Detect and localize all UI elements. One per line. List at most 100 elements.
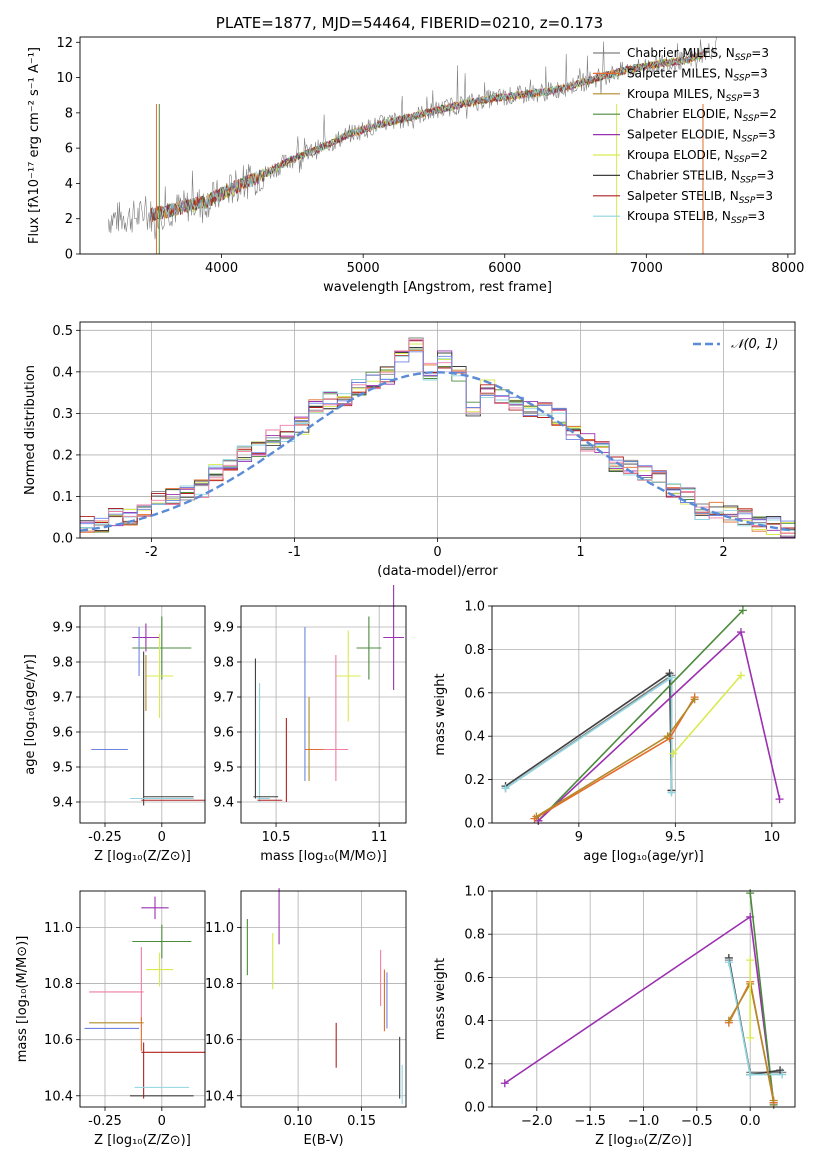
x-tick-label: 0 (158, 1114, 166, 1129)
series-marker (738, 606, 747, 615)
legend-name: Salpeter ELODIE, N (627, 128, 741, 142)
series-line (728, 962, 783, 1076)
series-marker (746, 956, 755, 965)
y-tick-label: 9.8 (213, 656, 234, 671)
y-tick-label: 0.0 (464, 817, 485, 832)
legend-sub: SSP (726, 94, 743, 104)
series-marker (663, 732, 672, 741)
x-tick-label: 10.5 (262, 830, 291, 845)
legend-eq: =3 (758, 128, 776, 142)
y-tick-label: 9.9 (52, 621, 73, 636)
legend-eq: =3 (755, 189, 773, 203)
axes-border (240, 890, 407, 1108)
y-axis-label: mass [log₁₀(M/M⊙)] (15, 936, 30, 1063)
legend-label: Salpeter ELODIE, NSSP=3 (627, 128, 776, 145)
y-tick-label: 1.0 (464, 885, 485, 900)
y-tick-label: 0.4 (464, 730, 485, 745)
legend-label: Salpeter STELIB, NSSP=3 (627, 189, 773, 206)
legend-label: Kroupa ELODIE, NSSP=2 (627, 148, 768, 165)
y-tick-label: 9.4 (52, 796, 73, 811)
legend-sub: SSP (734, 73, 751, 83)
x-tick-label: -0.25 (88, 830, 122, 845)
legend-name: Kroupa STELIB, N (627, 209, 731, 223)
y-tick-label: 2 (65, 212, 73, 227)
y-tick-label: 0.4 (52, 365, 73, 380)
x-tick-label: 1 (576, 545, 584, 560)
x-tick-label: 0 (433, 545, 441, 560)
legend-name: Kroupa MILES, N (627, 87, 726, 101)
x-axis-label: Z [log₁₀(Z/Z⊙)] (94, 849, 191, 864)
x-tick-label: 0.10 (284, 1114, 313, 1129)
legend-name: Kroupa ELODIE, N (627, 148, 734, 162)
axes-border (79, 321, 796, 539)
y-tick-label: 11.0 (44, 921, 73, 936)
x-tick-label: 0 (158, 830, 166, 845)
series-marker (736, 671, 745, 680)
y-tick-label: 0.0 (464, 1101, 485, 1116)
y-tick-label: 0.5 (52, 324, 73, 339)
spectrum-line (150, 50, 706, 220)
series-lines (500, 889, 787, 1109)
axes-6: -0.25 0 10.4 10.6 10.8 11.0 Z [log₁₀(Z/Z⊙)] mas… (15, 890, 206, 1148)
series-marker (532, 812, 541, 821)
legend-name: Chabrier ELODIE, N (627, 107, 743, 121)
y-tick-label: 9.9 (213, 621, 234, 636)
legend-label: Chabrier STELIB, NSSP=3 (627, 168, 774, 185)
y-tick-label: 9.6 (52, 726, 73, 741)
y-tick-label: 10 (56, 71, 73, 86)
legend-sub: SSP (735, 53, 752, 63)
axes-2: -2 -1 0 1 2 0.0 0.1 0.2 0.3 0.4 0.5 (data-model)/er… (23, 321, 796, 579)
series-marker (769, 1096, 778, 1105)
legend-label: Chabrier MILES, NSSP=3 (627, 46, 769, 63)
spectrum-line (150, 49, 706, 220)
y-tick-label: 0 (65, 248, 73, 263)
y-tick-label: 10.6 (205, 1033, 234, 1048)
axes-3: -0.25 0 9.4 9.5 9.6 9.7 9.8 9.9 Z [log₁₀(Z/Z⊙)] a… (23, 605, 206, 864)
legend-eq: =3 (742, 87, 760, 101)
x-tick-label: −1.0 (628, 1114, 660, 1129)
series-line (728, 957, 781, 1076)
y-tick-label: 12 (56, 36, 73, 51)
series-marker (746, 1033, 755, 1042)
series-marker (724, 1016, 733, 1025)
y-tick-label: 0.3 (52, 407, 73, 422)
series-line (672, 674, 742, 755)
y-tick-label: 0.2 (464, 773, 485, 788)
y-tick-label: 10.4 (44, 1089, 73, 1104)
legend-eq: =3 (747, 209, 765, 223)
axes-8: −2.0 −1.5 −1.0 −0.5 0.0 0.0 0.2 0.4 0.6 0.8 1.0 Z [… (433, 885, 796, 1148)
spectrum-group (108, 37, 717, 254)
legend-name: Chabrier STELIB, N (627, 168, 740, 182)
y-tick-label: 8 (65, 106, 73, 121)
series-marker (775, 795, 784, 804)
y-tick-label: 11.0 (205, 921, 234, 936)
x-tick-label: -0.25 (88, 1114, 122, 1129)
legend-sub: SSP (731, 216, 748, 226)
legend-name: Salpeter MILES, N (627, 66, 734, 80)
x-tick-label: 6000 (488, 261, 521, 276)
y-tick-label: 9.5 (52, 761, 73, 776)
x-tick-label: 0.0 (740, 1114, 761, 1129)
axes-border (79, 890, 206, 1108)
legend-sub: SSP (740, 175, 757, 185)
legend-label: Chabrier ELODIE, NSSP=2 (627, 107, 777, 124)
series-line (504, 915, 775, 1103)
y-tick-label: 9.7 (213, 691, 234, 706)
axes-border (79, 36, 796, 255)
series-marker (746, 1070, 755, 1079)
y-tick-label: 4 (65, 177, 73, 192)
spectrum-line (150, 49, 706, 221)
spectrum-line (150, 49, 706, 221)
axes-7: 0.10 0.15 10.4 10.6 10.8 11.0 E(B-V) (205, 888, 407, 1148)
x-axis-label: age [log₁₀(age/yr)] (583, 849, 704, 864)
series-marker (669, 749, 678, 758)
errorbars (246, 888, 403, 1105)
x-tick-label: 2 (719, 545, 727, 560)
legend-label: 𝒩(0, 1) (731, 337, 778, 352)
axes-4: 10.5 11 9.4 9.5 9.6 9.7 9.8 9.9 mass [log₁₀(M/M⊙… (213, 585, 407, 864)
y-tick-label: 9.5 (213, 761, 234, 776)
x-axis-label: wavelength [Angstrom, rest frame] (323, 280, 552, 295)
x-axis-label: Z [log₁₀(Z/Z⊙)] (94, 1133, 191, 1148)
axes-1: 4000 5000 6000 7000 8000 0 2 4 6 8 10 12 PLATE=1877,… (27, 14, 804, 295)
x-tick-label: 10 (764, 830, 781, 845)
